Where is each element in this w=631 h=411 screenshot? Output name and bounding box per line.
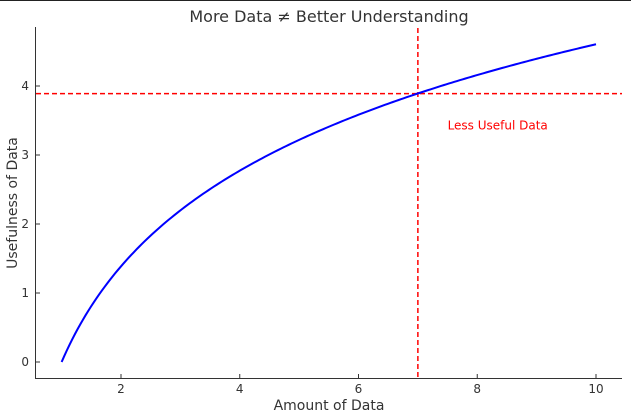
top-border xyxy=(0,0,631,1)
x-tick-label: 4 xyxy=(236,382,244,396)
axes xyxy=(35,27,622,379)
annotation-less-useful-data: Less Useful Data xyxy=(448,118,548,132)
x-tick-label: 2 xyxy=(117,382,125,396)
y-tick-label: 1 xyxy=(21,286,29,300)
y-tick-label: 4 xyxy=(21,79,29,93)
x-axis-ticks: 2 4 6 8 10 xyxy=(117,374,604,396)
x-axis-label: Amount of Data xyxy=(274,398,385,411)
y-axis-ticks: 0 1 2 3 4 xyxy=(21,79,40,369)
y-tick-label: 3 xyxy=(21,148,29,162)
plot-area xyxy=(36,28,622,378)
x-tick-label: 8 xyxy=(473,382,481,396)
y-tick-label: 0 xyxy=(21,355,29,369)
data-series-line xyxy=(60,43,597,363)
x-tick-label: 6 xyxy=(355,382,363,396)
x-tick-label: 10 xyxy=(588,382,603,396)
y-tick-label: 2 xyxy=(21,217,29,231)
y-axis-label: Usefulness of Data xyxy=(5,137,21,269)
chart-title: More Data ≠ Better Understanding xyxy=(189,7,468,26)
